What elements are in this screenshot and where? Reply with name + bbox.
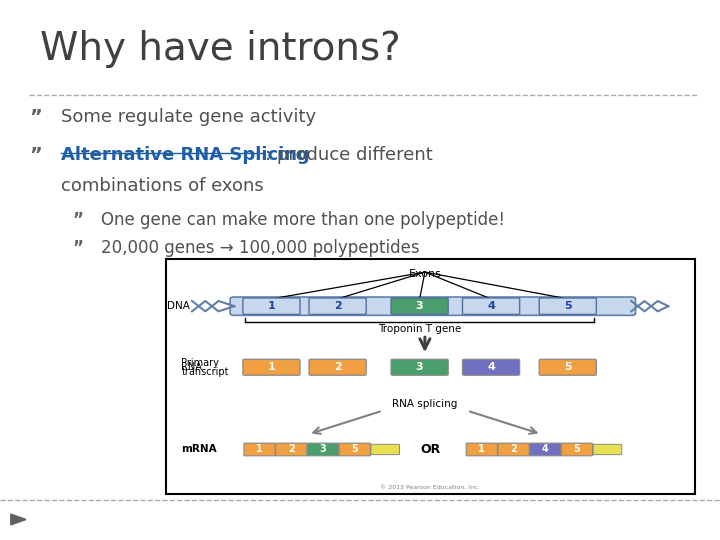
Text: Alternative RNA Splicing: Alternative RNA Splicing <box>61 146 310 164</box>
FancyBboxPatch shape <box>562 443 593 456</box>
Text: © 2013 Pearson Education, Inc.: © 2013 Pearson Education, Inc. <box>380 485 480 490</box>
Polygon shape <box>11 514 26 525</box>
Text: 2: 2 <box>288 444 294 455</box>
FancyBboxPatch shape <box>530 443 561 456</box>
Text: Exons: Exons <box>408 268 441 279</box>
Text: RNA splicing: RNA splicing <box>392 399 458 409</box>
Text: : produce different: : produce different <box>265 146 433 164</box>
FancyBboxPatch shape <box>243 359 300 375</box>
Text: 1: 1 <box>256 444 263 455</box>
Text: mRNA: mRNA <box>181 444 217 455</box>
Text: OR: OR <box>420 443 441 456</box>
Text: 2: 2 <box>333 301 341 311</box>
Text: 2: 2 <box>333 362 341 372</box>
Text: transcript: transcript <box>181 367 229 377</box>
FancyBboxPatch shape <box>244 443 275 456</box>
Text: 4: 4 <box>487 301 495 311</box>
FancyBboxPatch shape <box>539 298 596 314</box>
Text: 5: 5 <box>574 444 580 455</box>
Text: Some regulate gene activity: Some regulate gene activity <box>61 108 316 126</box>
Text: 2: 2 <box>510 444 517 455</box>
FancyBboxPatch shape <box>462 359 520 375</box>
FancyBboxPatch shape <box>309 359 366 375</box>
FancyBboxPatch shape <box>462 298 520 314</box>
Text: 1: 1 <box>268 301 275 311</box>
FancyBboxPatch shape <box>391 359 448 375</box>
FancyBboxPatch shape <box>309 298 366 314</box>
Text: 5: 5 <box>564 362 572 372</box>
Text: Why have introns?: Why have introns? <box>40 30 400 68</box>
FancyBboxPatch shape <box>276 443 307 456</box>
FancyBboxPatch shape <box>230 297 636 315</box>
Text: 4: 4 <box>487 362 495 372</box>
FancyBboxPatch shape <box>466 443 498 456</box>
FancyBboxPatch shape <box>307 443 338 456</box>
Text: combinations of exons: combinations of exons <box>61 177 264 195</box>
Text: 1: 1 <box>478 444 485 455</box>
Text: 3: 3 <box>320 444 326 455</box>
Text: 1: 1 <box>268 362 275 372</box>
FancyBboxPatch shape <box>498 443 529 456</box>
Text: ”: ” <box>72 239 83 256</box>
Text: DNA: DNA <box>166 301 189 311</box>
FancyBboxPatch shape <box>371 444 400 455</box>
FancyBboxPatch shape <box>539 359 596 375</box>
FancyBboxPatch shape <box>339 443 370 456</box>
FancyBboxPatch shape <box>243 298 300 314</box>
Text: ”: ” <box>29 146 42 165</box>
Text: RNA: RNA <box>181 362 202 372</box>
Text: ”: ” <box>72 211 83 228</box>
FancyBboxPatch shape <box>391 298 448 314</box>
Text: 3: 3 <box>416 362 423 372</box>
FancyBboxPatch shape <box>593 444 622 455</box>
Text: 3: 3 <box>416 301 423 311</box>
Text: One gene can make more than one polypeptide!: One gene can make more than one polypept… <box>101 211 505 228</box>
Text: 4: 4 <box>542 444 549 455</box>
Text: 20,000 genes → 100,000 polypeptides: 20,000 genes → 100,000 polypeptides <box>101 239 420 256</box>
Text: ”: ” <box>29 108 42 127</box>
Text: 5: 5 <box>564 301 572 311</box>
Text: Troponin T gene: Troponin T gene <box>378 324 462 334</box>
Text: Primary: Primary <box>181 358 220 368</box>
Text: 5: 5 <box>351 444 358 455</box>
